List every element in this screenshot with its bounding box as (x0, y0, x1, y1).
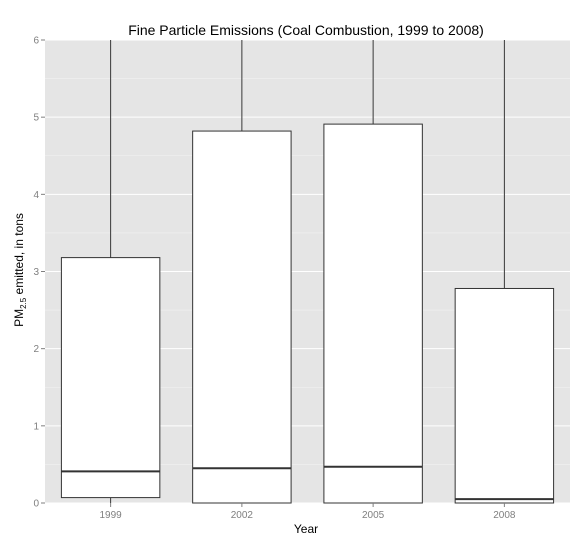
y-tick-label: 5 (33, 113, 39, 124)
y-tick-label: 2 (33, 344, 39, 355)
box-body (60, 257, 161, 499)
boxplot-series (60, 40, 555, 504)
box-body (323, 123, 423, 504)
y-tick-label: 6 (33, 36, 39, 47)
x-axis-title: Year (294, 522, 318, 536)
y-tick-label: 4 (33, 190, 39, 201)
y-tick-label: 0 (33, 499, 39, 510)
box-2002 (192, 40, 292, 504)
box-2008 (454, 40, 555, 504)
y-tick-label: 3 (33, 267, 39, 278)
x-tick-label: 2005 (362, 510, 385, 521)
x-tick-label: 2002 (231, 510, 254, 521)
chart-title: Fine Particle Emissions (Coal Combustion… (128, 22, 484, 38)
x-tick-label: 1999 (100, 510, 123, 521)
x-axis: 1999 2002 2005 2008 (100, 503, 516, 521)
box-body (192, 130, 292, 504)
box-1999 (60, 40, 161, 503)
y-axis: 0 1 2 3 4 5 6 (33, 36, 45, 510)
box-body (454, 287, 555, 504)
y-tick-label: 1 (33, 421, 39, 432)
y-axis-title-suffix: emitted, in tons (12, 213, 26, 298)
y-axis-title-prefix: PM (12, 309, 26, 327)
y-axis-title: PM2.5 emitted, in tons (12, 213, 28, 327)
x-tick-label: 2008 (493, 510, 516, 521)
y-axis-title-subscript: 2.5 (19, 297, 28, 309)
